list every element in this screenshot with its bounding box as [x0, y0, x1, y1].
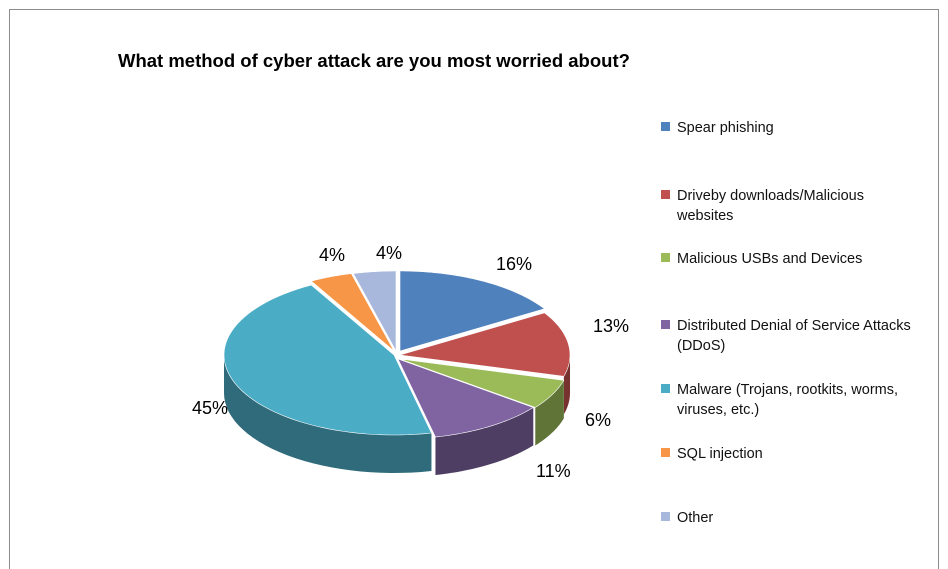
legend-label: Driveby downloads/Malicious websites: [677, 188, 864, 224]
legend-swatch: [661, 384, 670, 393]
data-label: 45%: [192, 398, 228, 418]
legend-swatch: [661, 190, 670, 199]
pie-top-faces: [223, 270, 571, 438]
data-label: 11%: [536, 461, 571, 481]
legend-swatch: [661, 512, 670, 521]
legend-swatch: [661, 253, 670, 262]
legend-label: Spear phishing: [677, 120, 774, 136]
legend-swatch: [661, 448, 670, 457]
pie-slice: [399, 358, 565, 408]
chart-legend: Spear phishing Driveby downloads/Maliciou…: [661, 0, 931, 568]
data-label: 13%: [593, 316, 629, 336]
legend-label: Distributed Denial of Service Attacks (D…: [677, 318, 911, 354]
pie-slice: [310, 273, 395, 352]
pie-slice: [399, 312, 571, 377]
pie-slice-side: [563, 355, 570, 415]
legend-swatch: [661, 122, 670, 131]
pie-slice-side: [224, 355, 432, 473]
data-label: 16%: [496, 254, 532, 274]
pie-slice-side: [535, 380, 564, 446]
chart-title: What method of cyber attack are you most…: [118, 50, 630, 71]
legend-label: Malicious USBs and Devices: [677, 251, 863, 267]
data-label: 6%: [585, 410, 611, 430]
legend-label: Other: [677, 510, 714, 526]
pie-slice: [397, 358, 534, 438]
data-label: 4%: [376, 243, 402, 263]
legend-label: SQL injection: [677, 446, 763, 462]
pie-slice: [399, 270, 546, 352]
legend-swatch: [661, 320, 670, 329]
pie-slice: [352, 270, 397, 352]
pie-side-walls: [224, 355, 570, 476]
data-label: 4%: [319, 245, 345, 265]
pie-slice-side: [435, 407, 534, 476]
legend-label: Malware (Trojans, rootkits, worms, virus…: [677, 382, 899, 418]
pie-slice: [223, 284, 432, 436]
